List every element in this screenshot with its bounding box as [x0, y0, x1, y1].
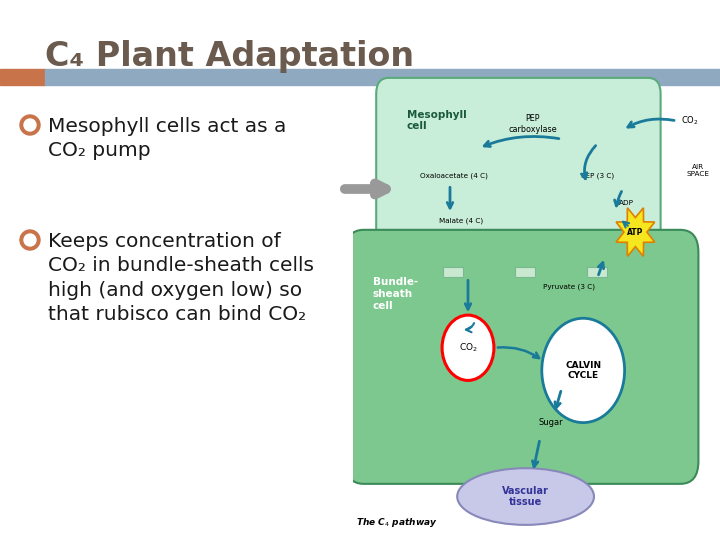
- Text: Vascular
tissue: Vascular tissue: [502, 486, 549, 508]
- Text: Pyruvate (3 C): Pyruvate (3 C): [543, 284, 595, 290]
- Circle shape: [542, 318, 625, 423]
- Text: CO$_2$: CO$_2$: [680, 114, 698, 127]
- Text: AIR
SPACE: AIR SPACE: [687, 164, 710, 177]
- Circle shape: [24, 234, 36, 246]
- Polygon shape: [616, 208, 654, 256]
- Circle shape: [24, 119, 36, 131]
- Text: Mesophyll cells act as a
CO₂ pump: Mesophyll cells act as a CO₂ pump: [48, 117, 287, 160]
- Ellipse shape: [457, 468, 594, 525]
- Bar: [443, 267, 463, 278]
- Text: ADP: ADP: [619, 200, 634, 206]
- Text: C₄ Plant Adaptation: C₄ Plant Adaptation: [45, 40, 414, 73]
- Text: Keeps concentration of
CO₂ in bundle-sheath cells
high (and oxygen low) so
that : Keeps concentration of CO₂ in bundle-she…: [48, 232, 314, 324]
- Bar: [45, 69, 720, 85]
- Text: Bundle-
sheath
cell: Bundle- sheath cell: [373, 278, 418, 310]
- Bar: [587, 267, 606, 278]
- Text: PEP (3 C): PEP (3 C): [581, 172, 614, 179]
- FancyBboxPatch shape: [376, 78, 660, 291]
- FancyBboxPatch shape: [346, 230, 698, 484]
- Text: The C$_4$ pathway: The C$_4$ pathway: [356, 516, 438, 529]
- Circle shape: [442, 315, 494, 380]
- Circle shape: [20, 230, 40, 250]
- Text: CALVIN
CYCLE: CALVIN CYCLE: [565, 361, 601, 380]
- Bar: [515, 267, 534, 278]
- Text: PEP
carboxylase: PEP carboxylase: [508, 114, 557, 133]
- Text: Malate (4 C): Malate (4 C): [439, 218, 483, 224]
- Text: ATP: ATP: [627, 227, 644, 237]
- Text: Sugar: Sugar: [539, 418, 563, 427]
- Circle shape: [20, 115, 40, 135]
- Bar: [0, 69, 45, 85]
- Text: Mesophyll
cell: Mesophyll cell: [407, 110, 467, 131]
- Text: CO$_2$: CO$_2$: [459, 341, 477, 354]
- Text: Oxaloacetate (4 C): Oxaloacetate (4 C): [420, 172, 487, 179]
